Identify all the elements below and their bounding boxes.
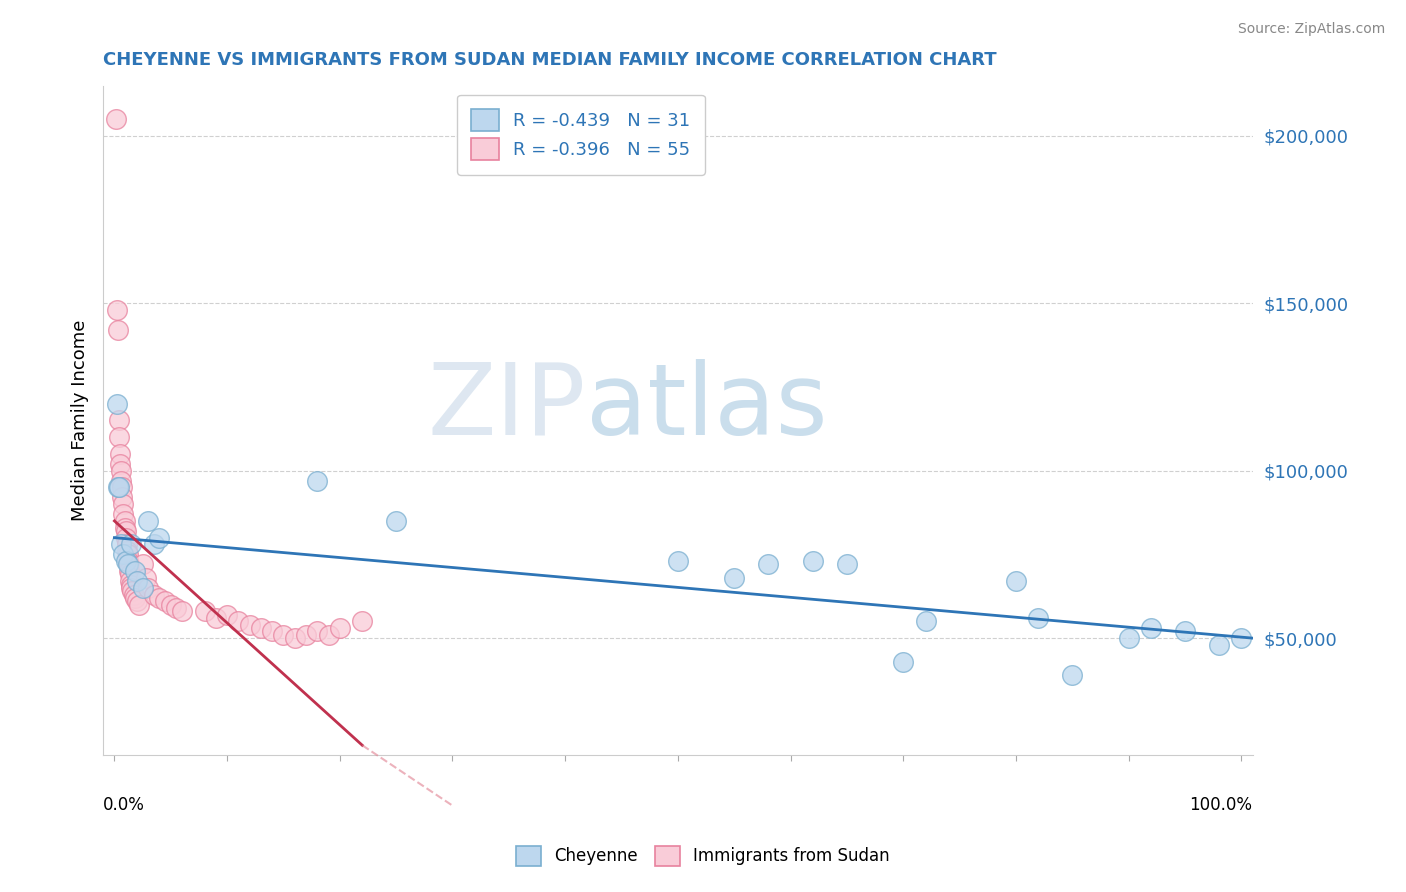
Point: [1174, 624, 1197, 639]
Point: [108, 480, 131, 494]
Point: [111, 491, 134, 505]
Point: [108, 413, 131, 427]
Point: [1118, 631, 1140, 645]
Point: [666, 554, 689, 568]
Legend: R = -0.439   N = 31, R = -0.396   N = 55: R = -0.439 N = 31, R = -0.396 N = 55: [457, 95, 704, 175]
Point: [111, 480, 134, 494]
Point: [107, 323, 129, 337]
Point: [1230, 631, 1253, 645]
Legend: Cheyenne, Immigrants from Sudan: Cheyenne, Immigrants from Sudan: [503, 832, 903, 880]
Point: [165, 601, 187, 615]
Point: [148, 531, 170, 545]
Point: [110, 474, 132, 488]
Point: [250, 621, 273, 635]
Point: [108, 447, 131, 461]
Point: [1028, 611, 1050, 625]
Point: [108, 430, 131, 444]
Point: [110, 464, 132, 478]
Point: [114, 520, 136, 534]
Point: [170, 604, 193, 618]
Point: [914, 615, 936, 629]
Point: [193, 604, 215, 618]
Point: [120, 537, 142, 551]
Point: [1005, 574, 1028, 589]
Point: [117, 554, 139, 568]
Point: [217, 607, 239, 622]
Point: [112, 507, 135, 521]
Point: [110, 537, 132, 551]
Point: [120, 567, 142, 582]
Point: [273, 628, 295, 642]
Point: [1208, 638, 1230, 652]
Point: [756, 558, 779, 572]
Point: [329, 621, 352, 635]
Point: [723, 571, 745, 585]
Point: [307, 624, 329, 639]
Point: [118, 558, 141, 572]
Text: Source: ZipAtlas.com: Source: ZipAtlas.com: [1237, 22, 1385, 37]
Point: [120, 577, 142, 591]
Point: [124, 564, 146, 578]
Point: [124, 591, 146, 605]
Point: [108, 457, 131, 471]
Point: [352, 615, 374, 629]
Point: [131, 558, 153, 572]
Point: [228, 615, 250, 629]
Point: [115, 537, 138, 551]
Point: [891, 655, 914, 669]
Point: [105, 302, 128, 317]
Text: 100.0%: 100.0%: [1189, 796, 1253, 814]
Point: [136, 581, 159, 595]
Point: [142, 537, 165, 551]
Text: ZIP: ZIP: [427, 359, 586, 456]
Point: [159, 598, 181, 612]
Point: [142, 588, 165, 602]
Text: CHEYENNE VS IMMIGRANTS FROM SUDAN MEDIAN FAMILY INCOME CORRELATION CHART: CHEYENNE VS IMMIGRANTS FROM SUDAN MEDIAN…: [103, 51, 997, 69]
Point: [112, 548, 135, 562]
Point: [318, 628, 340, 642]
Point: [148, 591, 170, 605]
Point: [153, 594, 176, 608]
Point: [1140, 621, 1163, 635]
Point: [307, 474, 329, 488]
Point: [204, 611, 226, 625]
Point: [135, 571, 157, 585]
Point: [114, 524, 136, 538]
Point: [295, 628, 318, 642]
Point: [117, 558, 139, 572]
Point: [131, 581, 153, 595]
Point: [120, 574, 142, 589]
Y-axis label: Median Family Income: Median Family Income: [72, 319, 89, 521]
Point: [284, 631, 307, 645]
Point: [117, 548, 139, 562]
Point: [114, 514, 136, 528]
Point: [835, 558, 858, 572]
Point: [122, 588, 145, 602]
Point: [114, 554, 136, 568]
Point: [128, 598, 150, 612]
Point: [104, 112, 127, 126]
Text: atlas: atlas: [586, 359, 828, 456]
Point: [121, 584, 143, 599]
Point: [114, 531, 136, 545]
Point: [125, 574, 148, 589]
Point: [262, 624, 284, 639]
Point: [115, 544, 138, 558]
Point: [385, 514, 408, 528]
Point: [239, 617, 262, 632]
Point: [136, 514, 159, 528]
Point: [125, 594, 148, 608]
Point: [801, 554, 824, 568]
Point: [120, 581, 142, 595]
Text: 0.0%: 0.0%: [103, 796, 145, 814]
Point: [107, 480, 129, 494]
Point: [1062, 668, 1084, 682]
Point: [112, 497, 135, 511]
Point: [105, 397, 128, 411]
Point: [118, 564, 141, 578]
